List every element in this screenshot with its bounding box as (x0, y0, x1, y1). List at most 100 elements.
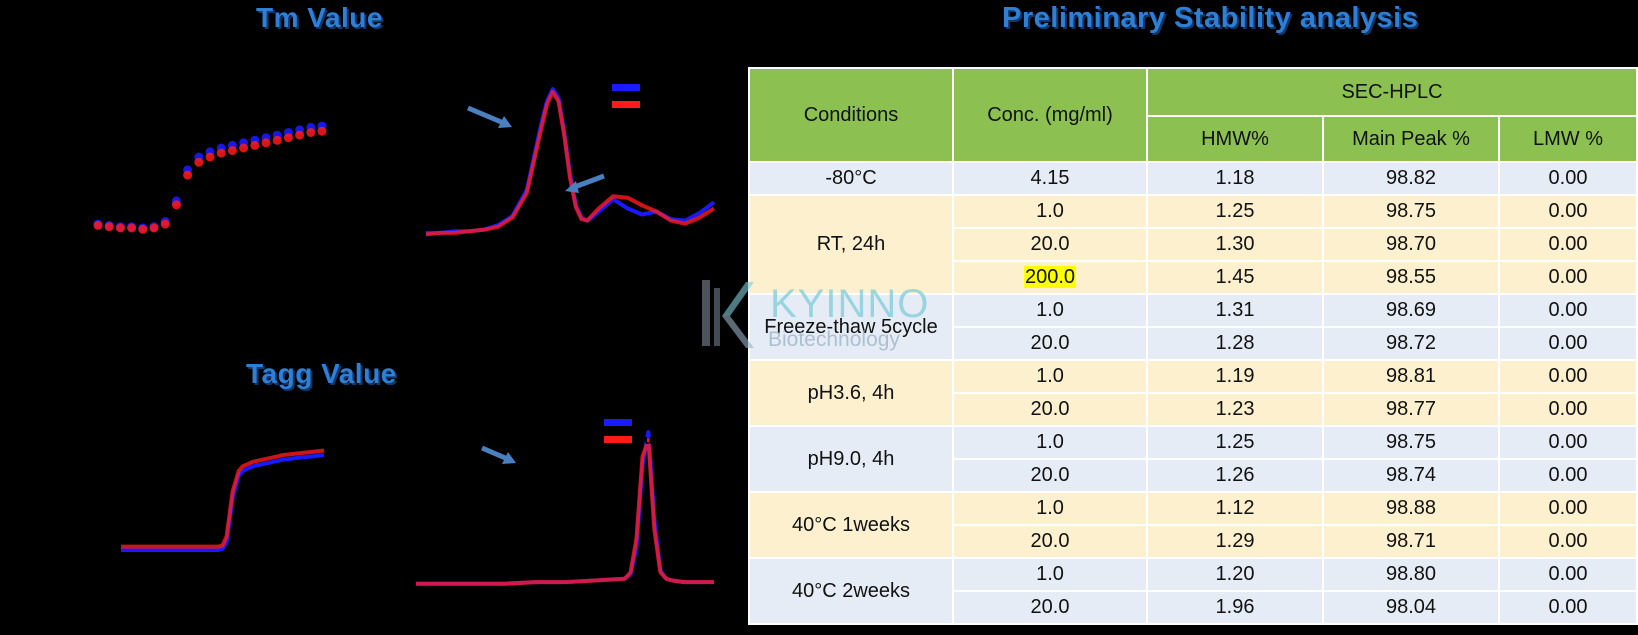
condition-cell: 40°C 1weeks (748, 491, 954, 559)
buffer-ii-line (121, 448, 325, 549)
condition-cell: pH9.0, 4h (748, 425, 954, 493)
legend-entry-buffer-2: Buffer II (604, 431, 684, 448)
buffer-ii-point (295, 130, 305, 140)
table-row: RT, 24h 1.0 1.25 98.75 0.00 (748, 194, 1638, 295)
condition-cell: -80°C (748, 161, 954, 196)
tagg-peak-arrow-head (502, 452, 516, 464)
buffer-ii-line (416, 438, 714, 586)
lmw-cell: 0.00 (1497, 458, 1638, 493)
buffer-ii-point (149, 223, 159, 233)
main-peak-header: Main Peak % (1322, 115, 1500, 163)
buffer-ii-point (283, 133, 293, 143)
conc-cell: 20.0 (952, 227, 1148, 262)
conc-cell: 200.0 (952, 260, 1148, 295)
buffer-ii-point (272, 135, 282, 145)
buffer-ii-point (227, 146, 237, 156)
buffer-ii-point (160, 219, 170, 229)
tm-derivative-plot (425, 87, 716, 237)
hmw-cell: 1.19 (1146, 359, 1324, 394)
legend-entry-buffer-1: Buffer I (612, 79, 692, 96)
main-cell: 98.55 (1322, 260, 1500, 295)
main-cell: 98.81 (1322, 359, 1500, 394)
buffer-1-label: Buffer I (643, 80, 689, 95)
lmw-cell: 0.00 (1497, 524, 1638, 559)
tagg-legend: Buffer I Buffer II (604, 414, 684, 448)
legend-entry-buffer-1: Buffer I (604, 414, 684, 431)
buffer-ii-point (115, 223, 125, 233)
table-row: Freeze-thaw 5cycle 1.0 1.31 98.69 0.00 (748, 293, 1638, 361)
table-body: -80°C 4.15 1.18 98.82 0.00 RT, 24h 1.0 1.25 98.7… (748, 161, 1638, 625)
lmw-cell: 0.00 (1497, 260, 1638, 295)
table-row: 20.0 1.29 98.71 0.00 (749, 524, 1638, 559)
main-cell: 98.69 (1322, 293, 1500, 328)
tagg-derivative-plot (416, 430, 714, 586)
lmw-cell: 0.00 (1497, 425, 1638, 460)
lmw-cell: 0.00 (1497, 161, 1638, 196)
lmw-cell: 0.00 (1497, 293, 1638, 328)
highlighted-concentration: 200.0 (1023, 266, 1077, 288)
buffer-ii-point (138, 224, 148, 234)
conditions-header: Conditions (748, 67, 954, 163)
second-peak-arrow-head (565, 181, 579, 193)
lmw-cell: 0.00 (1497, 392, 1638, 427)
lmw-cell: 0.00 (1497, 326, 1638, 361)
buffer-ii-points (93, 126, 327, 234)
hmw-cell: 1.23 (1146, 392, 1324, 427)
concentration-header: Conc. (mg/ml) (952, 67, 1148, 163)
sec-hplc-header: SEC-HPLC (1145, 67, 1638, 117)
conc-cell: 20.0 (952, 524, 1148, 559)
buffer-ii-point (171, 200, 181, 210)
buffer-ii-point (183, 170, 193, 180)
second-peak-arrow (571, 173, 605, 191)
tm-scatter-plot (93, 121, 327, 234)
conc-cell: 20.0 (952, 590, 1148, 625)
stability-analysis-heading: Preliminary Stability analysis (1002, 2, 1419, 34)
condition-cell: pH3.6, 4h (748, 359, 954, 427)
hmw-cell: 1.25 (1146, 194, 1324, 229)
main-cell: 98.75 (1322, 425, 1500, 460)
lmw-cell: 0.00 (1497, 359, 1638, 394)
buffer-ii-point (306, 128, 316, 137)
table-row: 20.0 1.30 98.70 0.00 (749, 227, 1638, 262)
buffer-ii-point (239, 143, 249, 153)
table-row: pH3.6, 4h 1.0 1.19 98.81 0.00 (748, 359, 1638, 427)
buffer-ii-line (425, 90, 716, 237)
tagg-derivative-arrows (481, 445, 516, 464)
lmw-cell: 0.00 (1497, 194, 1638, 229)
tm-derivative-arrows (467, 105, 605, 193)
conc-cell: 1.0 (952, 491, 1148, 526)
table-row: 20.0 1.26 98.74 0.00 (749, 458, 1638, 493)
condition-cell: 40°C 2weeks (748, 557, 954, 625)
buffer-ii-point (104, 222, 114, 232)
conc-cell: 1.0 (952, 359, 1148, 394)
lmw-cell: 0.00 (1497, 557, 1638, 592)
buffer-ii-point (205, 152, 215, 162)
conc-cell: 1.0 (952, 557, 1148, 592)
main-cell: 98.04 (1322, 590, 1500, 625)
main-cell: 98.77 (1322, 392, 1500, 427)
hmw-cell: 1.28 (1146, 326, 1324, 361)
main-cell: 98.75 (1322, 194, 1500, 229)
conc-cell: 20.0 (952, 392, 1148, 427)
condition-cell: Freeze-thaw 5cycle (748, 293, 954, 361)
table-row: -80°C 4.15 1.18 98.82 0.00 (748, 161, 1638, 196)
buffer-2-label: Buffer II (635, 432, 685, 447)
buffer-1-swatch (604, 419, 632, 426)
buffer-1-swatch (612, 84, 640, 91)
buffer-i-line (416, 430, 714, 586)
tagg-scatter-plot (121, 448, 325, 552)
buffer-ii-point (261, 138, 271, 148)
condition-cell: RT, 24h (748, 194, 954, 295)
hmw-cell: 1.20 (1146, 557, 1324, 592)
tm-value-heading: Tm Value (256, 2, 383, 33)
buffer-2-label: Buffer II (643, 97, 693, 112)
table-row: 40°C 1weeks 1.0 1.12 98.88 0.00 (748, 491, 1638, 559)
buffer-ii-point (317, 126, 327, 136)
main-cell: 98.72 (1322, 326, 1500, 361)
tm-legend: Buffer I Buffer II (612, 79, 692, 113)
table-row: 20.0 1.23 98.77 0.00 (749, 392, 1638, 427)
buffer-2-swatch (612, 101, 640, 108)
buffer-ii-point (127, 223, 137, 233)
buffer-ii-point (216, 148, 226, 158)
buffer-2-swatch (604, 436, 632, 443)
